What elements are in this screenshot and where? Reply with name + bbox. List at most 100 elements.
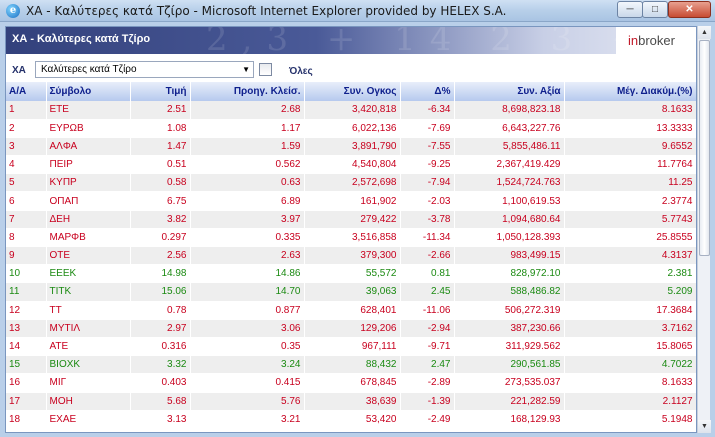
table-row[interactable]: 17 ΜΟΗ 5.68 5.76 38,639 -1.39 221,282.59 2.1127 — [6, 392, 696, 411]
table-row[interactable]: 15 ΒΙΟΧΚ 3.32 3.24 88,432 2.47 290,561.85 4.702… — [6, 355, 696, 375]
cell-value: 506,272.319 — [454, 301, 565, 320]
cell-prev-close: 0.335 — [190, 228, 305, 248]
maximize-button[interactable]: □ — [642, 1, 668, 18]
table-row[interactable]: 12 ΤΤ 0.78 0.877 628,401 -11.06 506,272.319 17.… — [6, 301, 696, 320]
cell-prev-close: 0.415 — [190, 373, 305, 393]
cell-prev-close: 0.35 — [190, 337, 305, 357]
cell-volume: 3,891,790 — [304, 137, 401, 157]
table-row[interactable]: 5 ΚΥΠΡ 0.58 0.63 2,572,698 -7.94 1,524,724.763… — [6, 173, 696, 193]
cell-volume: 4,540,804 — [304, 155, 401, 175]
cell-volume: 6,022,136 — [304, 119, 401, 138]
table-row[interactable]: 6 ΟΠΑΠ 6.75 6.89 161,902 -2.03 1,100,619.53 2.3… — [6, 191, 696, 211]
column-header-value[interactable]: Συν. Αξία — [454, 82, 565, 101]
cell-value: 273,535.037 — [454, 373, 565, 393]
cell-rank: 9 — [6, 246, 47, 266]
cell-change: -2.03 — [400, 191, 455, 211]
cell-symbol: ΒΙΟΧΚ — [46, 355, 131, 375]
logo-prefix: in — [628, 33, 639, 48]
cell-rank: 6 — [6, 191, 47, 211]
cell-value: 290,561.85 — [454, 355, 565, 375]
cell-volume: 129,206 — [304, 319, 401, 338]
table-row[interactable]: 3 ΑΛΦΑ 1.47 1.59 3,891,790 -7.55 5,855,486.11 9… — [6, 137, 696, 157]
table-body: 1 ΕΤΕ 2.51 2.68 3,420,818 -6.34 8,698,823.18 8.… — [6, 101, 696, 429]
table-row[interactable]: 13 ΜΥΤΙΛ 2.97 3.06 129,206 -2.94 387,230.66 3.7… — [6, 319, 696, 338]
minimize-button[interactable]: ─ — [617, 1, 643, 18]
market-label: ΧΑ — [12, 65, 26, 76]
cell-volume: 379,300 — [304, 246, 401, 266]
scroll-up-icon[interactable]: ▲ — [698, 26, 711, 39]
cell-price: 0.78 — [130, 301, 191, 320]
column-header-max-range[interactable]: Μέγ. Διακύμ.(%) — [564, 82, 696, 101]
cell-prev-close: 0.877 — [190, 301, 305, 320]
cell-price: 3.13 — [130, 410, 191, 429]
table-row[interactable]: 8 ΜΑΡΦΒ 0.297 0.335 3,516,858 -11.34 1,050,128… — [6, 228, 696, 248]
cell-symbol: ΕΥΡΩΒ — [46, 119, 131, 138]
table-row[interactable]: 10 ΕΕΕΚ 14.98 14.86 55,572 0.81 828,972.10 2.38… — [6, 264, 696, 284]
column-header-prev-close[interactable]: Προηγ. Κλείσ. — [190, 82, 305, 101]
table-row[interactable]: 9 ΟΤΕ 2.56 2.63 379,300 -2.66 983,499.15 4.3137 — [6, 246, 696, 266]
all-checkbox[interactable] — [259, 63, 272, 76]
vertical-scrollbar[interactable]: ▲ ▼ — [697, 26, 711, 433]
table-row[interactable]: 14 ΑΤΕ 0.316 0.35 967,111 -9.71 311,929.562 15.… — [6, 337, 696, 357]
cell-value: 2,367,419.429 — [454, 155, 565, 175]
cell-change: -7.94 — [400, 173, 455, 193]
cell-prev-close: 0.63 — [190, 173, 305, 193]
ranking-select[interactable]: Καλύτερες κατά Τζίρο ▼ — [35, 61, 254, 78]
cell-change: -7.55 — [400, 137, 455, 157]
scroll-thumb[interactable] — [699, 40, 710, 256]
cell-symbol: ΜΙΓ — [46, 373, 131, 393]
window-title-bar: e ΧΑ - Καλύτερες κατά Τζίρο - Microsoft … — [0, 0, 715, 22]
cell-max-range: 5.7743 — [564, 210, 696, 229]
cell-symbol: ΤΤ — [46, 301, 131, 320]
cell-symbol: ΜΥΤΙΛ — [46, 319, 131, 338]
cell-volume: 628,401 — [304, 301, 401, 320]
maximize-icon: □ — [651, 4, 659, 15]
column-header-symbol[interactable]: Σύμβολο — [46, 82, 131, 101]
table-row[interactable]: 7 ΔΕΗ 3.82 3.97 279,422 -3.78 1,094,680.64 5.77… — [6, 210, 696, 229]
cell-price: 0.297 — [130, 228, 191, 248]
cell-change: 0.81 — [400, 264, 455, 284]
page-banner: 2,3 + 14 2 3 + ΧΑ - Καλύτερες κατά Τζίρο… — [6, 27, 696, 54]
cell-prev-close: 2.68 — [190, 101, 305, 120]
column-header-rank[interactable]: Α/Α — [6, 82, 47, 101]
cell-symbol: ΑΛΦΑ — [46, 137, 131, 157]
cell-price: 5.68 — [130, 392, 191, 411]
table-row[interactable]: 1 ΕΤΕ 2.51 2.68 3,420,818 -6.34 8,698,823.18 8.… — [6, 101, 696, 120]
cell-price: 6.75 — [130, 191, 191, 211]
cell-symbol: ΜΟΗ — [46, 392, 131, 411]
table-row[interactable]: 4 ΠΕΙΡ 0.51 0.562 4,540,804 -9.25 2,367,419.42… — [6, 155, 696, 175]
cell-value: 1,050,128.393 — [454, 228, 565, 248]
all-checkbox-label: Όλες — [289, 66, 313, 77]
cell-rank: 13 — [6, 319, 47, 338]
cell-value: 387,230.66 — [454, 319, 565, 338]
table-row[interactable]: 2 ΕΥΡΩΒ 1.08 1.17 6,022,136 -7.69 6,643,227.76… — [6, 119, 696, 138]
cell-prev-close: 1.59 — [190, 137, 305, 157]
cell-value: 311,929.562 — [454, 337, 565, 357]
cell-price: 0.51 — [130, 155, 191, 175]
table-row[interactable]: 16 ΜΙΓ 0.403 0.415 678,845 -2.89 273,535.037 8.… — [6, 373, 696, 393]
cell-rank: 2 — [6, 119, 47, 138]
cell-rank: 18 — [6, 410, 47, 429]
cell-prev-close: 3.21 — [190, 410, 305, 429]
table-row[interactable]: 18 ΕΧΑΕ 3.13 3.21 53,420 -2.49 168,129.93 5.194… — [6, 410, 696, 429]
scroll-down-icon[interactable]: ▼ — [698, 420, 711, 433]
table-row[interactable]: 11 ΤΙΤΚ 15.06 14.70 39,063 2.45 588,486.82 5.20… — [6, 282, 696, 302]
cell-change: -11.34 — [400, 228, 455, 248]
cell-volume: 279,422 — [304, 210, 401, 229]
cell-volume: 678,845 — [304, 373, 401, 393]
cell-value: 221,282.59 — [454, 392, 565, 411]
cell-value: 8,698,823.18 — [454, 101, 565, 120]
cell-symbol: ΟΤΕ — [46, 246, 131, 266]
cell-prev-close: 2.63 — [190, 246, 305, 266]
column-header-price[interactable]: Τιμή — [130, 82, 191, 101]
column-header-change[interactable]: Δ% — [400, 82, 455, 101]
cell-rank: 1 — [6, 101, 47, 120]
column-header-volume[interactable]: Συν. Ογκος — [304, 82, 401, 101]
table-header-row: Α/Α Σύμβολο Τιμή Προηγ. Κλείσ. Συν. Ογκο… — [6, 82, 696, 101]
cell-prev-close: 5.76 — [190, 392, 305, 411]
cell-change: -3.78 — [400, 210, 455, 229]
close-button[interactable]: ✕ — [668, 1, 711, 18]
cell-prev-close: 0.562 — [190, 155, 305, 175]
cell-max-range: 8.1633 — [564, 373, 696, 393]
cell-rank: 15 — [6, 355, 47, 375]
